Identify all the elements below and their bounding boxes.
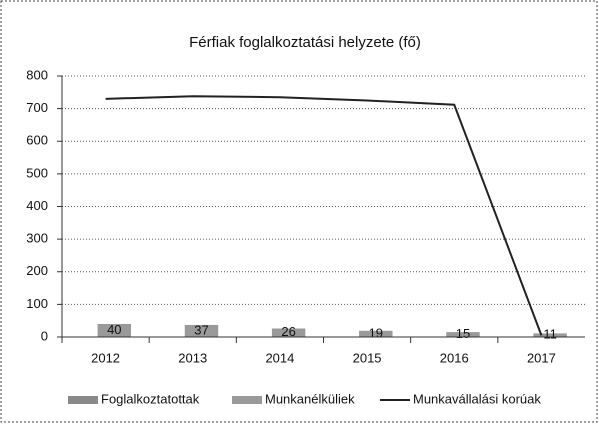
legend-swatch xyxy=(232,396,262,404)
data-label: 15 xyxy=(456,326,470,341)
y-tick-label: 600 xyxy=(26,133,48,148)
y-tick-label: 0 xyxy=(41,328,48,343)
line xyxy=(105,95,543,336)
data-label: 26 xyxy=(281,324,295,339)
y-tick-label: 200 xyxy=(26,263,48,278)
bar xyxy=(271,328,306,337)
data-label: 19 xyxy=(369,325,383,340)
y-tick-label: 500 xyxy=(26,165,48,180)
data-label: 40 xyxy=(107,322,121,337)
x-tick-label: 2017 xyxy=(527,350,556,365)
data-label: 11 xyxy=(543,327,557,342)
bar xyxy=(184,324,219,337)
bar xyxy=(446,332,480,337)
bar xyxy=(97,323,132,337)
bar xyxy=(359,330,393,337)
y-tick-label: 300 xyxy=(26,231,48,246)
legend-swatch xyxy=(68,396,98,404)
chart-title: Férfiak foglalkoztatási helyzete (fő) xyxy=(189,34,421,51)
x-tick-label: 2015 xyxy=(353,350,382,365)
y-tick-label: 700 xyxy=(26,100,48,115)
y-tick-label: 800 xyxy=(26,67,48,82)
x-tick-label: 2014 xyxy=(265,350,294,365)
legend-label: Munkanélküliek xyxy=(265,391,355,406)
x-tick-label: 2016 xyxy=(440,350,469,365)
y-tick-label: 100 xyxy=(26,296,48,311)
bar xyxy=(533,333,567,337)
y-tick-label: 400 xyxy=(26,198,48,213)
data-label: 37 xyxy=(194,322,208,337)
legend-label: Foglalkoztatottak xyxy=(101,391,200,406)
x-tick-label: 2013 xyxy=(178,350,207,365)
x-tick-label: 2012 xyxy=(91,350,120,365)
legend-label: Munkavállalási korúak xyxy=(413,391,541,406)
